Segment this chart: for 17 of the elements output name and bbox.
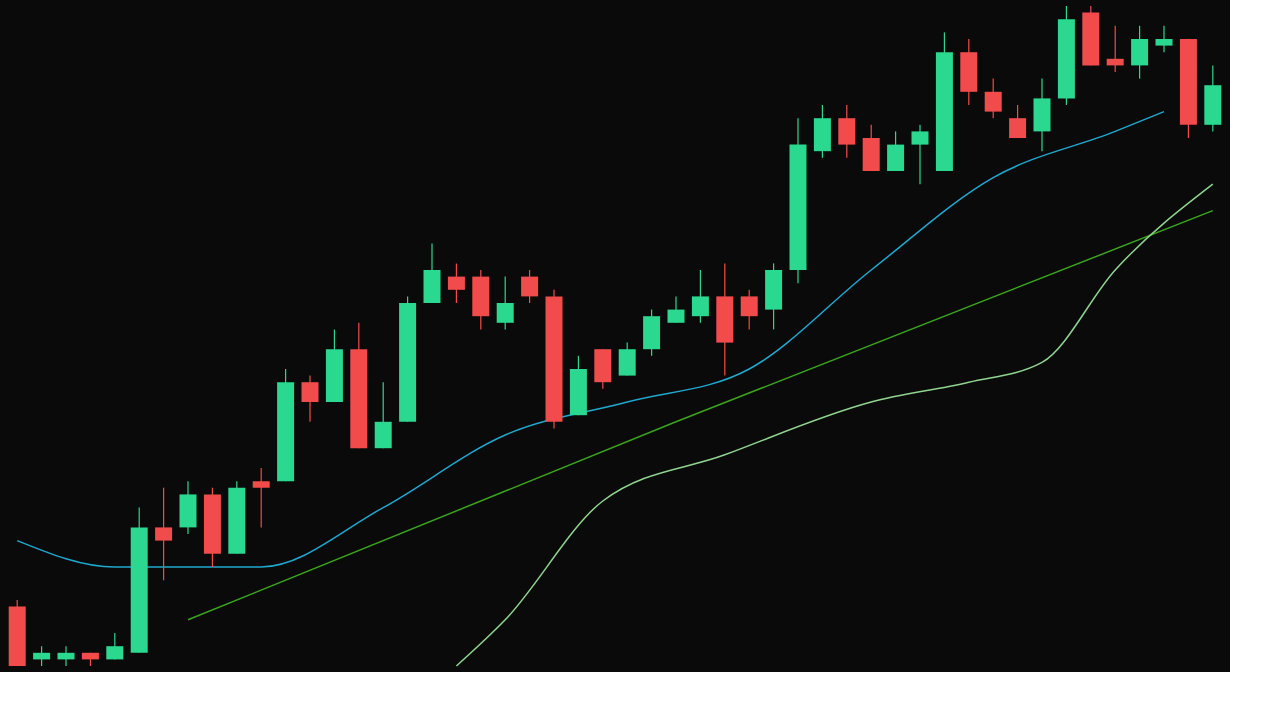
candlestick bbox=[667, 295, 685, 324]
candlestick bbox=[740, 289, 758, 330]
candlestick bbox=[447, 262, 465, 304]
candlestick bbox=[496, 276, 514, 330]
candlestick bbox=[691, 269, 709, 324]
candlestick bbox=[984, 78, 1002, 119]
candlestick bbox=[1009, 104, 1027, 139]
candlestick bbox=[155, 487, 173, 581]
candlestick bbox=[33, 645, 51, 667]
candlestick bbox=[911, 124, 929, 185]
candlestick bbox=[521, 269, 539, 304]
candlestick bbox=[1106, 25, 1124, 73]
candlestick bbox=[1155, 25, 1173, 53]
candlestick bbox=[301, 375, 319, 423]
candlestick bbox=[252, 467, 270, 528]
candlestick bbox=[57, 645, 75, 667]
candlestick bbox=[106, 632, 124, 660]
